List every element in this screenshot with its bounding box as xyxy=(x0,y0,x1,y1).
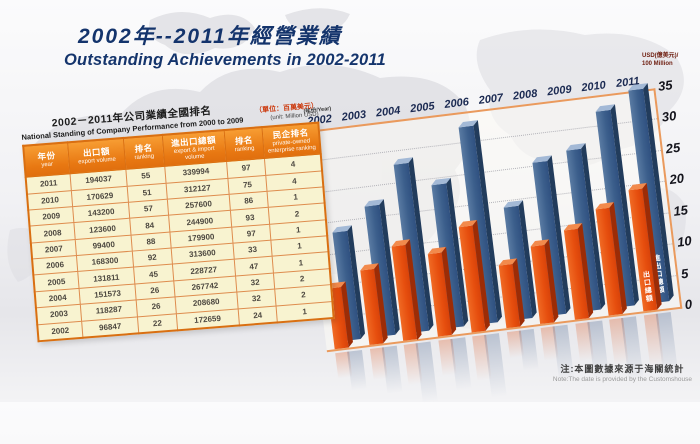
page-title: 2002年--2011年經營業績 Outstanding Achievement… xyxy=(64,20,386,70)
year-tick-label: 2007 xyxy=(478,91,504,107)
table-body: 2011 194037 55 339994 97 4 2010 170629 51 312127 7… xyxy=(25,154,334,342)
year-tick-label: 2004 xyxy=(375,104,402,120)
y-axis-tick-label: 15 xyxy=(672,201,689,219)
bar-chart: (年份/Year) 2002 2003 2004 2005 2006 2007 2008 20… xyxy=(298,72,693,414)
table-cell: 24 xyxy=(237,305,278,326)
table-cell: 2002 xyxy=(37,320,83,342)
total-bar-reflection xyxy=(415,341,440,414)
table-column-header: 出口額 export volume xyxy=(67,137,126,174)
y-axis-unit-label: USD(億美元)/ 100 Million xyxy=(642,52,696,68)
year-tick-label: 2010 xyxy=(580,79,607,95)
total-bar-reflection xyxy=(518,328,540,378)
total-bar-reflection xyxy=(381,345,403,403)
year-tick-label: 2005 xyxy=(409,100,436,116)
y-axis-tick-label: 20 xyxy=(668,170,685,188)
y-axis-tick-label: 35 xyxy=(657,76,674,94)
y-axis-unit-line1: USD(億美元)/ xyxy=(642,53,679,59)
table-cell: 96847 xyxy=(81,316,139,338)
table-column-header: 民企排名 private-owned enterprise ranking xyxy=(262,122,321,159)
y-axis-unit-line2: 100 Million xyxy=(642,61,673,68)
year-tick-label: 2006 xyxy=(443,96,470,112)
column-header-en: ranking xyxy=(134,153,155,162)
y-axis-tick-label: 10 xyxy=(676,233,693,250)
year-tick-label: 2008 xyxy=(512,87,539,103)
year-tick-label: 2009 xyxy=(546,83,573,99)
table-unit-note: （單位：百萬美元） (unit: Million USD) xyxy=(255,102,319,123)
table-cell: 1 xyxy=(276,301,334,323)
table-column-header: 排名 ranking xyxy=(123,134,165,170)
performance-table: 年份 year 出口額 export volume 排名 ranking 進出口總額 expo… xyxy=(22,121,335,343)
page-title-chinese: 2002年--2011年經營業績 xyxy=(78,25,342,48)
footnote-chinese: 注:本圖數據來源于海關統計 xyxy=(560,364,685,374)
source-footnote: 注:本圖數據來源于海關統計 Note:The date is provided … xyxy=(553,362,692,383)
y-axis-tick-label: 30 xyxy=(660,107,678,125)
total-bar-reflection xyxy=(449,337,473,400)
y-axis-tick-label: 25 xyxy=(664,139,681,156)
footnote-english: Note:The date is provided by the Customs… xyxy=(552,376,692,383)
total-bar-reflection xyxy=(347,349,368,398)
performance-table-panel: 2002－2011年公司業績全國排名 National Standing of … xyxy=(20,95,335,343)
table-column-header: 進出口總額 export & import volume xyxy=(161,130,227,167)
table-column-header: 排名 ranking xyxy=(223,127,265,162)
page-title-english: Outstanding Achievements in 2002-2011 xyxy=(64,51,386,69)
year-tick-label: 2003 xyxy=(341,108,367,124)
total-bar-reflection xyxy=(484,333,509,410)
table-cell: 22 xyxy=(137,313,178,334)
table-cell: 172659 xyxy=(175,308,240,331)
infographic-canvas: { "main_title": { "zh": "2002年--2011年經營業… xyxy=(0,0,700,414)
column-header-en: ranking xyxy=(234,146,255,154)
table-column-header: 年份 year xyxy=(23,142,70,178)
column-header-en: private-owned enterprise ranking xyxy=(267,138,317,155)
chart-plot-area: 0 5 10 15 20 25 30 35 進出口總額 出口總額 xyxy=(299,77,693,353)
